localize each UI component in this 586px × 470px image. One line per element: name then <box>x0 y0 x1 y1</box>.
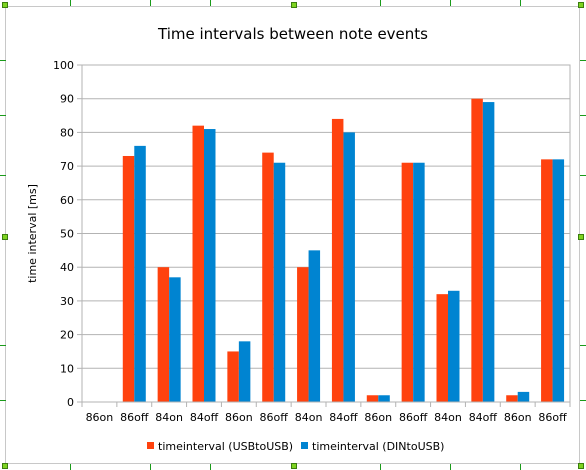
y-tick-label: 100 <box>53 59 74 72</box>
bar <box>366 395 379 402</box>
y-tick-label: 60 <box>60 194 74 207</box>
bar <box>122 155 135 402</box>
bar <box>192 125 204 402</box>
legend-label: timeinterval (USBtoUSB) <box>158 440 293 453</box>
frame-guide-mark <box>0 60 6 61</box>
bar <box>308 250 321 402</box>
bar <box>506 395 518 402</box>
frame-guide-mark <box>380 464 381 470</box>
frame-guide-mark <box>580 115 586 116</box>
y-tick-label: 50 <box>60 228 74 241</box>
bar <box>517 391 530 402</box>
bar <box>134 145 146 402</box>
grid-lines <box>82 64 570 403</box>
frame-guide-mark <box>70 0 71 6</box>
x-tick-label: 84on <box>155 411 183 424</box>
selection-handle[interactable] <box>578 463 584 469</box>
x-tick-label: 86off <box>538 411 567 424</box>
legend-label: timeinterval (DINtoUSB) <box>312 440 444 453</box>
y-tick-labels: 0 10 20 30 40 50 60 70 80 90 100 <box>53 59 74 409</box>
y-tick-label: 20 <box>60 329 74 342</box>
bar <box>413 162 425 402</box>
x-tick-label: 84on <box>295 411 323 424</box>
x-tick-label: 84on <box>434 411 462 424</box>
frame-guide-mark <box>380 0 381 6</box>
bar <box>273 162 286 402</box>
x-tick-label: 84off <box>469 411 498 424</box>
frame-guide-mark <box>150 464 151 470</box>
frame-guide-mark <box>580 400 586 401</box>
selection-handle[interactable] <box>291 2 297 8</box>
x-tick-label: 86on <box>225 411 253 424</box>
bar <box>262 152 274 402</box>
y-tick-label: 30 <box>60 295 74 308</box>
frame-guide-mark <box>0 400 6 401</box>
frame-guide-mark <box>520 0 521 6</box>
bar <box>471 98 483 402</box>
bar <box>552 159 565 402</box>
frame-guide-mark <box>580 175 586 176</box>
x-tick-label: 86on <box>86 411 114 424</box>
y-tick-label: 10 <box>60 362 74 375</box>
y-tick-label: 70 <box>60 160 74 173</box>
x-tick-label: 86off <box>120 411 149 424</box>
x-tick-labels: 86on 86off 84on 84off 86on 86off 84on 84off 86on… <box>86 411 568 424</box>
axes <box>77 64 571 407</box>
bar <box>378 395 390 402</box>
x-tick-label: 86off <box>260 411 289 424</box>
legend: timeinterval (USBtoUSB) timeinterval (DIN… <box>147 440 444 453</box>
bars <box>122 98 565 403</box>
bar <box>331 118 344 403</box>
bar <box>401 162 414 402</box>
legend-swatch <box>301 442 308 449</box>
y-tick-label: 90 <box>60 93 74 106</box>
y-tick-label: 0 <box>67 396 74 409</box>
bar <box>169 277 181 402</box>
selection-handle[interactable] <box>2 463 8 469</box>
y-tick-label: 80 <box>60 126 74 139</box>
bar <box>227 351 239 402</box>
frame-guide-mark <box>450 464 451 470</box>
bar <box>238 341 251 402</box>
legend-swatch <box>147 442 154 449</box>
selection-handle[interactable] <box>578 234 584 240</box>
x-tick-label: 84off <box>329 411 358 424</box>
frame-guide-mark <box>150 0 151 6</box>
frame-guide-mark <box>210 0 211 6</box>
selection-handle[interactable] <box>291 463 297 469</box>
frame-guide-mark <box>580 345 586 346</box>
y-tick-label: 40 <box>60 261 74 274</box>
frame-guide-mark <box>0 345 6 346</box>
bar <box>297 267 309 402</box>
bar <box>343 132 355 402</box>
frame-guide-mark <box>210 464 211 470</box>
frame-guide-mark <box>450 0 451 6</box>
chart-title: Time intervals between note events <box>157 25 428 43</box>
frame-guide-mark <box>0 115 6 116</box>
frame-guide-mark <box>520 464 521 470</box>
bar <box>204 129 216 402</box>
selection-handle[interactable] <box>2 234 8 240</box>
bar <box>541 159 553 402</box>
x-tick-label: 84off <box>190 411 219 424</box>
frame-guide-mark <box>0 175 6 176</box>
y-axis-label: time interval [ms] <box>26 184 39 283</box>
bar <box>436 294 448 402</box>
x-tick-label: 86off <box>399 411 428 424</box>
frame-guide-mark <box>580 60 586 61</box>
bar <box>157 267 170 402</box>
selection-handle[interactable] <box>2 2 8 8</box>
x-tick-label: 86on <box>364 411 392 424</box>
x-tick-label: 86on <box>504 411 532 424</box>
frame-guide-mark <box>70 464 71 470</box>
bar <box>482 102 495 402</box>
selection-handle[interactable] <box>578 2 584 8</box>
bar <box>448 290 460 402</box>
